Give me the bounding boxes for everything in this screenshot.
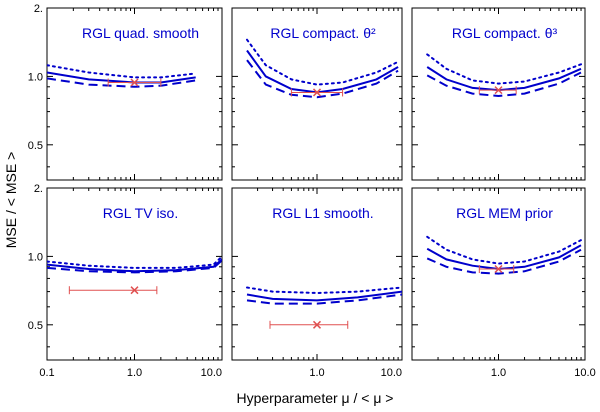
panel-title: RGL L1 smooth.	[272, 205, 373, 221]
series-dashed	[47, 77, 196, 88]
y-tick-label: 2.	[34, 3, 43, 15]
series-dotted	[246, 286, 402, 295]
optimum-marker	[312, 88, 322, 97]
x-tick-label: 10.0	[201, 367, 222, 379]
panel-6: RGL MEM prior 1.0 10.0	[411, 187, 596, 379]
optimum-marker	[494, 264, 503, 274]
x-tick-label: 1.0	[309, 367, 324, 379]
x-tick-label: 0.1	[39, 367, 54, 379]
x-tick-label: 10.0	[381, 367, 402, 379]
optimum-marker	[312, 320, 322, 329]
y-tick-label: 1.0	[28, 71, 43, 83]
panel-4: RGL TV iso. 2. 1.0 0.5 0.1 1.0 10.0	[28, 183, 223, 379]
series-dotted	[246, 38, 400, 86]
panel-1: RGL quad. smooth 2. 1.0 0.5	[28, 3, 223, 181]
panel-2: RGL compact. θ²	[231, 7, 403, 181]
panel-title: RGL compact. θ²	[270, 25, 376, 41]
x-tick-label: 10.0	[574, 367, 595, 379]
panel-5: RGL L1 smooth. 1.0 10.0	[231, 187, 403, 379]
series-dashed	[47, 259, 222, 274]
series-solid	[246, 290, 402, 302]
y-tick-label: 2.	[34, 183, 43, 195]
x-axis-label: Hyperparameter μ / < μ >	[237, 390, 394, 406]
panel-title: RGL quad. smooth	[82, 25, 199, 41]
optimum-marker	[130, 78, 139, 87]
x-tick-label: 1.0	[491, 367, 506, 379]
series-dotted	[426, 53, 582, 85]
y-axis-label: MSE / < MSE >	[3, 152, 19, 248]
series-dotted	[426, 235, 582, 265]
panel-title: RGL TV iso.	[103, 205, 178, 221]
y-tick-label: 0.5	[28, 140, 43, 152]
optimum-marker	[494, 86, 503, 95]
series-solid	[426, 66, 582, 92]
y-tick-label: 1.0	[28, 251, 43, 263]
panel-grid: RGL quad. smooth 2. 1.0 0.5 RGL compact. θ² R…	[28, 3, 596, 379]
series-solid	[426, 244, 582, 271]
series-dashed	[426, 71, 582, 98]
panel-title: RGL MEM prior	[456, 205, 553, 221]
panel-title: RGL compact. θ³	[452, 25, 558, 41]
series-dashed	[246, 59, 399, 99]
series-dotted	[47, 255, 222, 269]
series-dashed	[426, 248, 582, 275]
panel-3: RGL compact. θ³	[411, 7, 586, 181]
optimum-marker	[130, 286, 139, 295]
series-dashed	[246, 293, 402, 305]
x-tick-label: 1.0	[127, 367, 142, 379]
y-tick-label: 0.5	[28, 320, 43, 332]
series-dotted	[47, 64, 197, 79]
